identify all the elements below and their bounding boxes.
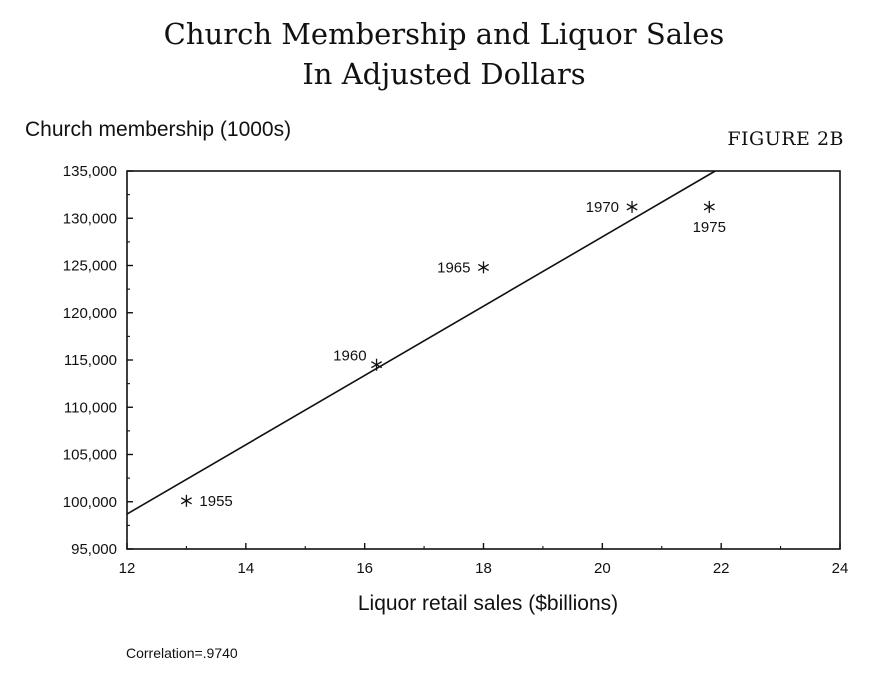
x-tick-label: 12 <box>119 560 136 577</box>
y-tick-label: 125,000 <box>63 258 117 275</box>
chart-subtitle: In Adjusted Dollars <box>302 57 586 91</box>
x-axis-label: Liquor retail sales ($billions) <box>357 592 619 615</box>
y-tick-label: 130,000 <box>63 210 117 227</box>
y-tick-label: 100,000 <box>63 494 117 511</box>
x-tick-label: 24 <box>832 560 849 577</box>
trend-line <box>126 170 716 515</box>
point-label: 1955 <box>199 493 232 510</box>
marker-stroke <box>626 203 638 211</box>
point-label: 1970 <box>586 199 619 216</box>
x-tick-label: 22 <box>713 560 730 577</box>
marker-stroke <box>477 263 490 271</box>
y-tick-label: 110,000 <box>64 399 117 416</box>
y-axis: 95,000 100,000 105,000 110,000 115,000 120,00… <box>63 163 133 558</box>
correlation-note: Correlation=.9740 <box>126 645 238 661</box>
marker-stroke <box>180 497 192 505</box>
point-label: 1960 <box>333 348 366 365</box>
figure-label: FIGURE 2B <box>727 128 844 150</box>
x-tick-label: 14 <box>237 560 254 577</box>
data-point-1960: 1960 <box>333 348 383 371</box>
marker-stroke <box>703 203 715 211</box>
x-tick-label: 16 <box>356 560 373 577</box>
x-tick-label: 18 <box>475 560 492 577</box>
x-tick-label: 20 <box>594 560 611 577</box>
data-points: 1955 1960 1965 1970 1975 <box>180 199 726 510</box>
y-tick-label: 135,000 <box>63 163 117 180</box>
y-axis-label: Church membership (1000s) <box>25 118 292 141</box>
y-tick-label: 95,000 <box>71 541 117 558</box>
y-tick-label: 115,000 <box>64 352 117 369</box>
marker-stroke <box>371 361 383 369</box>
data-point-1970: 1970 <box>586 199 638 216</box>
chart-title: Church Membership and Liquor Sales <box>163 17 725 51</box>
y-tick-label: 105,000 <box>63 447 117 464</box>
plot-area-frame <box>126 170 841 550</box>
data-point-1975: 1975 <box>693 200 726 236</box>
data-point-1965: 1965 <box>437 259 490 276</box>
point-label: 1965 <box>437 259 470 276</box>
x-axis: 12 14 16 18 20 22 24 <box>119 543 849 577</box>
data-point-1955: 1955 <box>180 493 233 510</box>
y-tick-label: 120,000 <box>63 305 117 322</box>
point-label: 1975 <box>693 219 726 236</box>
